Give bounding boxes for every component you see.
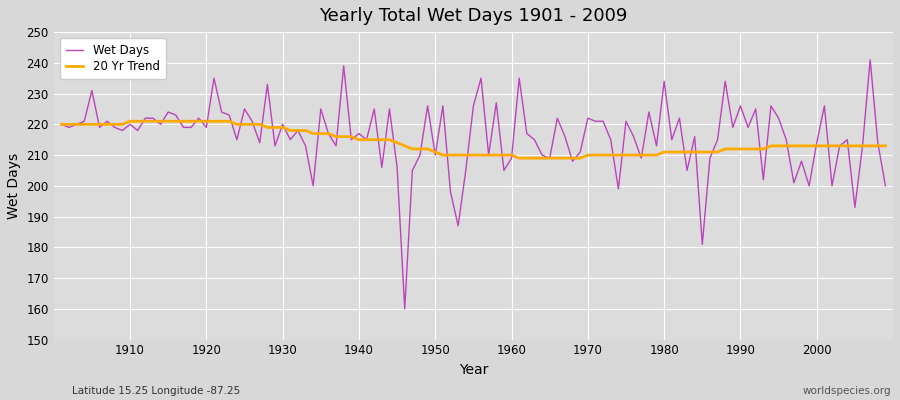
Wet Days — [865, 57, 876, 62]
Line: 20 Yr Trend: 20 Yr Trend — [61, 121, 886, 158]
Line: Wet Days: Wet Days — [61, 60, 886, 309]
Title: Yearly Total Wet Days 1901 - 2009: Yearly Total Wet Days 1901 - 2009 — [320, 7, 627, 25]
Wet Days — [880, 184, 891, 188]
Text: worldspecies.org: worldspecies.org — [803, 386, 891, 396]
20 Yr Trend — [613, 153, 624, 158]
Legend: Wet Days, 20 Yr Trend: Wet Days, 20 Yr Trend — [59, 38, 166, 79]
Wet Days — [514, 76, 525, 80]
Wet Days — [56, 122, 67, 127]
20 Yr Trend — [521, 156, 532, 160]
Wet Days — [400, 306, 410, 311]
20 Yr Trend — [506, 153, 517, 158]
Wet Days — [606, 137, 616, 142]
Wet Days — [506, 156, 517, 160]
20 Yr Trend — [514, 156, 525, 160]
Wet Days — [330, 144, 341, 148]
20 Yr Trend — [124, 119, 135, 124]
20 Yr Trend — [117, 122, 128, 127]
20 Yr Trend — [292, 128, 303, 133]
Text: Latitude 15.25 Longitude -87.25: Latitude 15.25 Longitude -87.25 — [72, 386, 240, 396]
20 Yr Trend — [880, 144, 891, 148]
X-axis label: Year: Year — [459, 363, 488, 377]
20 Yr Trend — [338, 134, 349, 139]
Wet Days — [285, 137, 296, 142]
Wet Days — [117, 128, 128, 133]
Y-axis label: Wet Days: Wet Days — [7, 153, 21, 219]
20 Yr Trend — [56, 122, 67, 127]
